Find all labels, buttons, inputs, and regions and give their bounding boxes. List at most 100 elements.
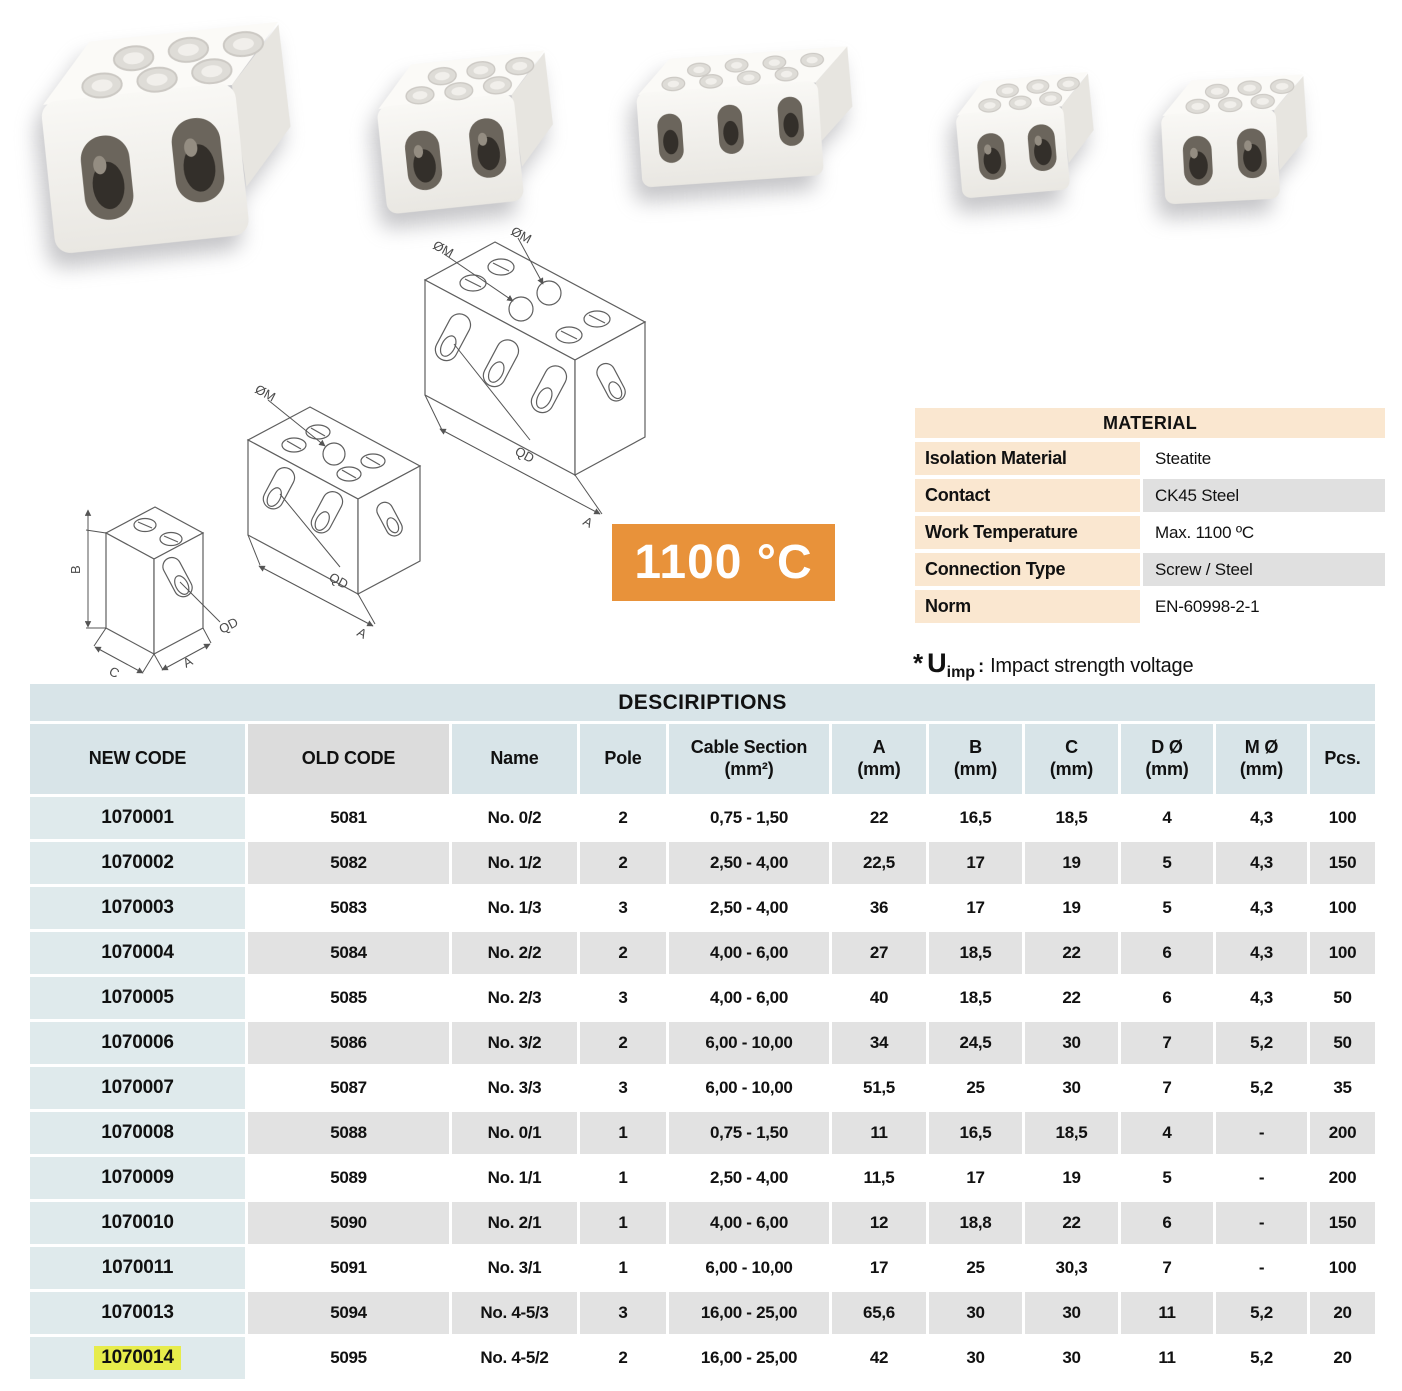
- cell-pcs: 150: [1310, 1202, 1375, 1244]
- cell-a: 22: [832, 797, 926, 839]
- cell-b: 17: [929, 1157, 1022, 1199]
- cell-name: No. 0/2: [452, 797, 577, 839]
- cell-new-code: 1070002: [30, 842, 245, 884]
- cell-m-diameter: -: [1216, 1112, 1307, 1154]
- cell-pole: 2: [580, 797, 666, 839]
- material-value: EN-60998-2-1: [1143, 590, 1385, 623]
- material-value: Steatite: [1143, 442, 1385, 475]
- table-row: 1070009 5089 No. 1/1 1 2,50 - 4,00 11,5 …: [30, 1157, 1375, 1199]
- cell-pole: 2: [580, 1022, 666, 1064]
- dim-label-m-3: ØM: [253, 381, 279, 404]
- cell-b: 16,5: [929, 797, 1022, 839]
- cell-d-diameter: 5: [1121, 887, 1213, 929]
- footnote-star: *: [913, 648, 924, 678]
- cell-cable-section: 6,00 - 10,00: [669, 1022, 829, 1064]
- cell-b: 24,5: [929, 1022, 1022, 1064]
- descriptions-header-row: NEW CODE OLD CODE Name Pole Cable Sectio…: [30, 724, 1375, 794]
- cell-a: 11: [832, 1112, 926, 1154]
- cell-d-diameter: 11: [1121, 1292, 1213, 1334]
- table-row: 1070001 5081 No. 0/2 2 0,75 - 1,50 22 16…: [30, 797, 1375, 839]
- dim-label-a-small: A: [180, 653, 195, 670]
- cell-b: 25: [929, 1067, 1022, 1109]
- cell-a: 51,5: [832, 1067, 926, 1109]
- material-table: MATERIAL Isolation Material Steatite Con…: [915, 408, 1385, 623]
- cell-pcs: 35: [1310, 1067, 1375, 1109]
- material-label: Isolation Material: [915, 442, 1140, 475]
- cell-name: No. 3/3: [452, 1067, 577, 1109]
- cell-a: 12: [832, 1202, 926, 1244]
- cell-name: No. 3/1: [452, 1247, 577, 1289]
- cell-pcs: 200: [1310, 1112, 1375, 1154]
- cell-m-diameter: 4,3: [1216, 797, 1307, 839]
- cell-name: No. 4-5/3: [452, 1292, 577, 1334]
- dim-label-qd-small: QD: [216, 614, 240, 636]
- cell-cable-section: 4,00 - 6,00: [669, 977, 829, 1019]
- cell-new-code: 1070014: [30, 1337, 245, 1379]
- cell-m-diameter: 4,3: [1216, 887, 1307, 929]
- cell-pole: 2: [580, 932, 666, 974]
- material-value: Screw / Steel: [1143, 553, 1385, 586]
- cell-cable-section: 6,00 - 10,00: [669, 1247, 829, 1289]
- cell-new-code: 1070006: [30, 1022, 245, 1064]
- cell-d-diameter: 5: [1121, 842, 1213, 884]
- descriptions-table: DESCIRIPTIONS NEW CODE OLD CODE Name Pol…: [30, 684, 1375, 1379]
- technical-diagram: ØM ØM QD A ØM QD A B C A QD: [68, 223, 647, 681]
- col-header-new-code: NEW CODE: [30, 724, 245, 794]
- cell-pcs: 150: [1310, 842, 1375, 884]
- cell-cable-section: 2,50 - 4,00: [669, 842, 829, 884]
- col-header-name: Name: [452, 724, 577, 794]
- cell-m-diameter: 4,3: [1216, 932, 1307, 974]
- cell-c: 19: [1025, 887, 1118, 929]
- cell-old-code: 5090: [248, 1202, 449, 1244]
- dim-label-m-1: ØM: [509, 223, 535, 246]
- col-header-pole: Pole: [580, 724, 666, 794]
- cell-m-diameter: 5,2: [1216, 1292, 1307, 1334]
- cell-cable-section: 2,50 - 4,00: [669, 1157, 829, 1199]
- cell-b: 17: [929, 887, 1022, 929]
- cell-a: 22,5: [832, 842, 926, 884]
- cell-cable-section: 4,00 - 6,00: [669, 1202, 829, 1244]
- cell-pcs: 20: [1310, 1337, 1375, 1379]
- cell-m-diameter: 5,2: [1216, 1337, 1307, 1379]
- uimp-symbol: U: [927, 648, 947, 678]
- cell-cable-section: 0,75 - 1,50: [669, 1112, 829, 1154]
- cell-pole: 1: [580, 1247, 666, 1289]
- table-row: 1070013 5094 No. 4-5/3 3 16,00 - 25,00 6…: [30, 1292, 1375, 1334]
- cell-d-diameter: 6: [1121, 932, 1213, 974]
- cell-m-diameter: -: [1216, 1157, 1307, 1199]
- cell-new-code: 1070001: [30, 797, 245, 839]
- product-photo-2: [371, 49, 562, 216]
- cell-d-diameter: 7: [1121, 1247, 1213, 1289]
- col-header-a: A (mm): [832, 724, 926, 794]
- cell-a: 36: [832, 887, 926, 929]
- cell-pole: 1: [580, 1157, 666, 1199]
- cell-b: 18,8: [929, 1202, 1022, 1244]
- cell-name: No. 3/2: [452, 1022, 577, 1064]
- table-row: 1070004 5084 No. 2/2 2 4,00 - 6,00 27 18…: [30, 932, 1375, 974]
- table-row: 1070002 5082 No. 1/2 2 2,50 - 4,00 22,5 …: [30, 842, 1375, 884]
- material-label: Contact: [915, 479, 1140, 512]
- cell-name: No. 1/1: [452, 1157, 577, 1199]
- cell-cable-section: 6,00 - 10,00: [669, 1067, 829, 1109]
- cell-c: 22: [1025, 977, 1118, 1019]
- cell-a: 34: [832, 1022, 926, 1064]
- cell-old-code: 5088: [248, 1112, 449, 1154]
- cell-c: 22: [1025, 932, 1118, 974]
- cell-c: 19: [1025, 842, 1118, 884]
- cell-pole: 3: [580, 887, 666, 929]
- cell-new-code: 1070011: [30, 1247, 245, 1289]
- cell-b: 17: [929, 842, 1022, 884]
- cell-new-code: 1070008: [30, 1112, 245, 1154]
- cell-old-code: 5084: [248, 932, 449, 974]
- cell-pole: 1: [580, 1112, 666, 1154]
- cell-new-code: 1070007: [30, 1067, 245, 1109]
- cell-cable-section: 0,75 - 1,50: [669, 797, 829, 839]
- cell-cable-section: 4,00 - 6,00: [669, 932, 829, 974]
- cell-name: No. 2/3: [452, 977, 577, 1019]
- cell-new-code: 1070005: [30, 977, 245, 1019]
- cell-old-code: 5089: [248, 1157, 449, 1199]
- dim-label-b-small: B: [68, 565, 83, 574]
- material-label: Norm: [915, 590, 1140, 623]
- cell-d-diameter: 6: [1121, 1202, 1213, 1244]
